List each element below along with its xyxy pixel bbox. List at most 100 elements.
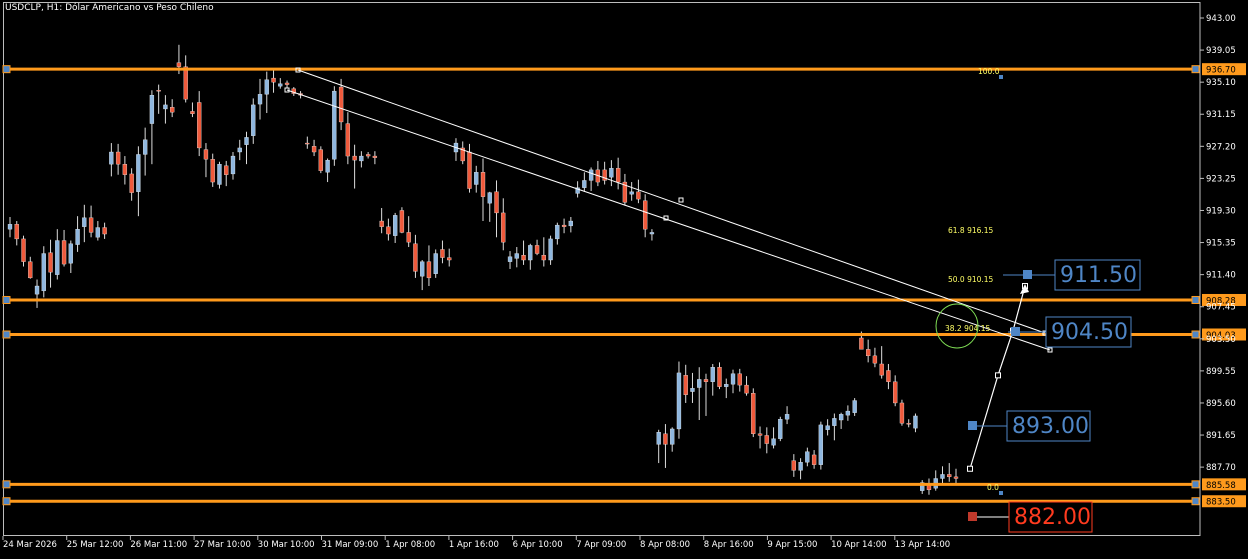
level-handle[interactable] [1191,497,1200,506]
candle [352,144,357,189]
projection-box-marker[interactable] [1011,327,1020,336]
candle-body [778,419,783,439]
candle [149,90,155,165]
trend-line[interactable] [297,69,1046,334]
level-handle[interactable] [1191,295,1200,304]
projection-box-marker[interactable] [1023,270,1032,279]
candle-body [14,224,19,240]
candle-body [41,253,46,292]
candle [737,368,742,392]
candle [359,151,364,168]
trend-anchor[interactable] [1047,347,1053,353]
candle-body [467,151,472,189]
price-level[interactable]: 883.50 [2,495,1246,508]
candle-body [278,83,283,87]
candle-body [575,187,580,194]
x-tick-label: 8 Apr 08:00 [640,540,690,550]
candle [487,191,492,222]
x-tick-label: 31 Mar 09:00 [322,540,379,550]
price-level[interactable]: 908.28 [2,293,1246,307]
candle [886,363,891,390]
trend-anchor[interactable] [284,87,290,93]
candle-body [129,173,134,193]
candle [271,69,276,93]
candle-body [318,149,323,171]
candle [480,158,486,222]
candle-body [426,261,432,279]
trend-anchor[interactable] [295,67,301,73]
candle-body [480,172,486,197]
candle [393,212,398,243]
price-level[interactable]: 936.70 [2,63,1246,76]
projection-box-frame[interactable] [1006,410,1091,442]
projection-path[interactable] [969,285,1026,469]
candle-body [34,285,40,295]
candle [75,216,80,252]
fib-anchor[interactable] [999,75,1003,79]
level-handle[interactable] [2,65,11,74]
y-tick-label: 919.30 [1206,206,1236,216]
candle [474,165,479,193]
price-level[interactable]: 885.58 [2,478,1246,491]
projection-box-frame[interactable] [1045,316,1132,348]
trend-anchor[interactable] [678,197,684,203]
candle-body [365,154,371,157]
candle-body [798,462,803,471]
level-handle[interactable] [2,480,11,489]
projection-box-marker[interactable] [968,512,977,521]
level-handle[interactable] [2,497,11,506]
projection-box[interactable]: 893.00 [968,410,1091,442]
trend-anchor[interactable] [663,215,669,221]
candle [338,78,344,131]
candle-body [102,227,107,235]
projection-box-label: 882.00 [1014,505,1091,530]
candle [14,221,19,246]
level-handle[interactable] [2,330,11,339]
price-level[interactable]: 904.03 [2,328,1246,341]
projection-box-frame[interactable] [1008,501,1093,533]
plot-frame [3,2,1201,536]
x-tick-label: 9 Apr 15:00 [767,540,817,550]
fib-anchor[interactable] [999,491,1003,495]
candle [440,240,445,264]
projection-point[interactable] [967,465,973,472]
candle [28,256,33,279]
level-handle[interactable] [2,295,11,304]
level-handle[interactable] [1191,330,1200,339]
candle [615,157,621,190]
projection-point[interactable] [995,372,1001,379]
level-handle[interactable] [1191,65,1200,74]
candle-body [852,400,857,413]
candle [771,427,776,449]
candle-body [460,147,465,162]
projection-box-frame[interactable] [1054,259,1141,291]
projection-box-marker[interactable] [968,421,977,430]
candle [514,247,519,268]
symbol-name: USDCLP [5,3,41,13]
candle [372,151,378,165]
candle-body [764,435,769,444]
candle-body [737,373,742,386]
candle [561,218,567,234]
y-tick-label: 887.70 [1206,463,1236,473]
candle [947,463,952,482]
candle [170,99,175,118]
candle-body [724,384,729,387]
projection-box[interactable]: 882.00 [968,501,1093,533]
candle-body [784,414,790,420]
candle [61,229,67,267]
projection-box[interactable]: 904.50 [1008,316,1132,348]
candle-body [264,79,269,95]
candle-body [359,155,364,162]
projection-box[interactable]: 911.50 [1003,259,1141,291]
x-tick-label: 26 Mar 11:00 [130,540,187,550]
candle [811,450,817,469]
candle-body [170,107,175,113]
candle [291,87,296,96]
candle [386,218,391,241]
level-handle[interactable] [1191,480,1200,489]
candle [142,127,148,176]
candle-body [224,165,229,175]
candle-body [271,77,276,83]
